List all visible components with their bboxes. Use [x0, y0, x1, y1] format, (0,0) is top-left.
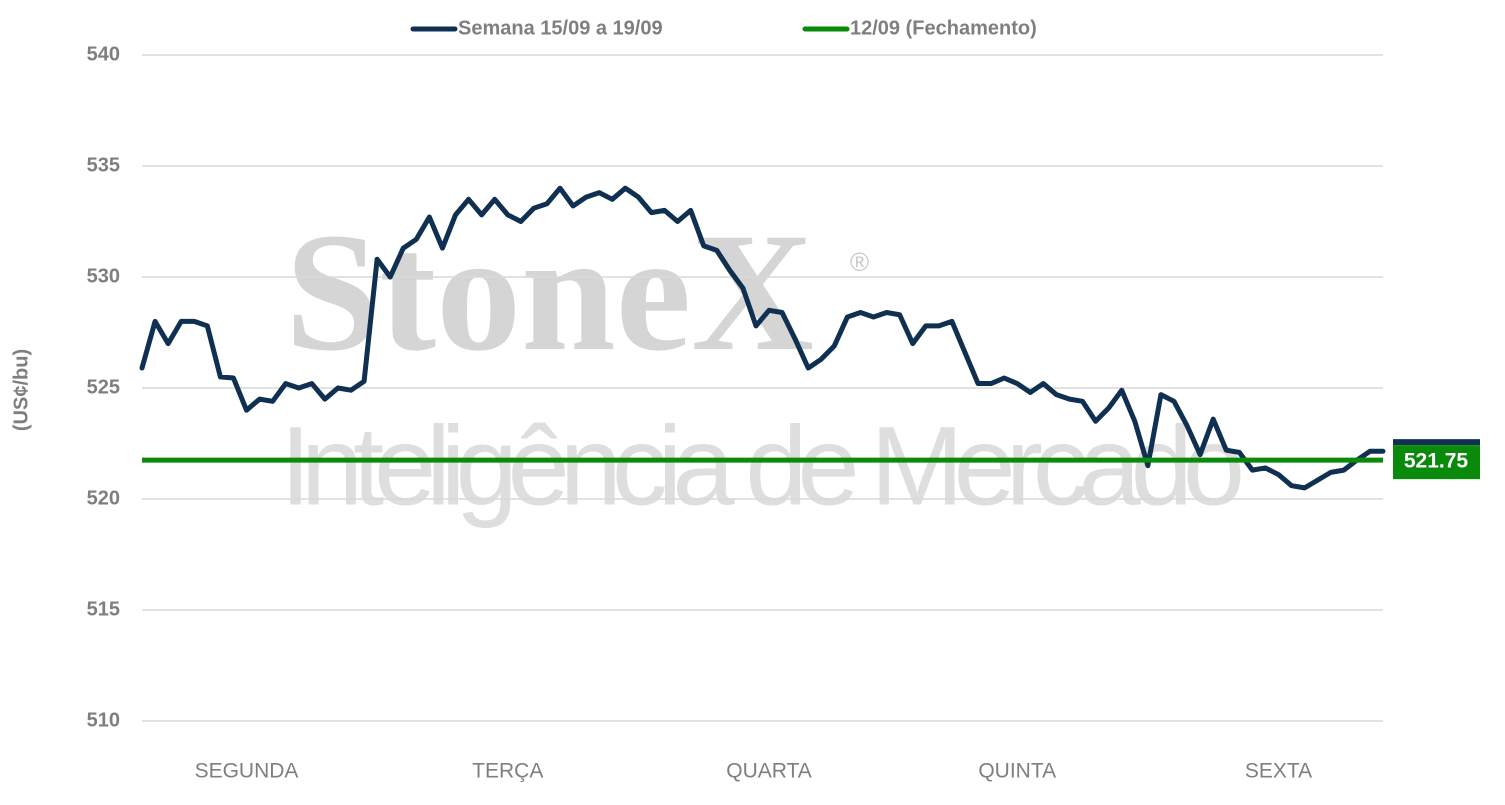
y-axis-label: (US¢/bu) — [10, 349, 32, 431]
x-tick-label: TERÇA — [472, 760, 543, 783]
y-tick-label: 530 — [87, 265, 120, 287]
y-tick-label: 535 — [87, 154, 120, 176]
value-badge-top — [1393, 439, 1480, 446]
y-tick-label: 525 — [87, 376, 120, 398]
y-tick-label: 520 — [87, 487, 120, 509]
x-tick-label: QUARTA — [726, 760, 812, 783]
legend-label: 12/09 (Fechamento) — [850, 17, 1037, 39]
x-tick-label: QUINTA — [978, 760, 1056, 783]
legend-label: Semana 15/09 a 19/09 — [458, 17, 663, 39]
x-tick-label: SEXTA — [1245, 760, 1312, 783]
value-badge — [1393, 445, 1480, 480]
series-line — [139, 185, 1386, 491]
y-tick-label: 510 — [87, 709, 120, 731]
x-tick-label: SEGUNDA — [195, 760, 299, 783]
watermark-mark: ® — [850, 247, 869, 277]
y-tick-label: 540 — [87, 43, 120, 65]
watermark-tagline: Inteligência de Mercado — [280, 404, 1245, 529]
value-badge-label: 521.75 — [1404, 450, 1469, 473]
y-tick-label: 515 — [87, 598, 120, 620]
